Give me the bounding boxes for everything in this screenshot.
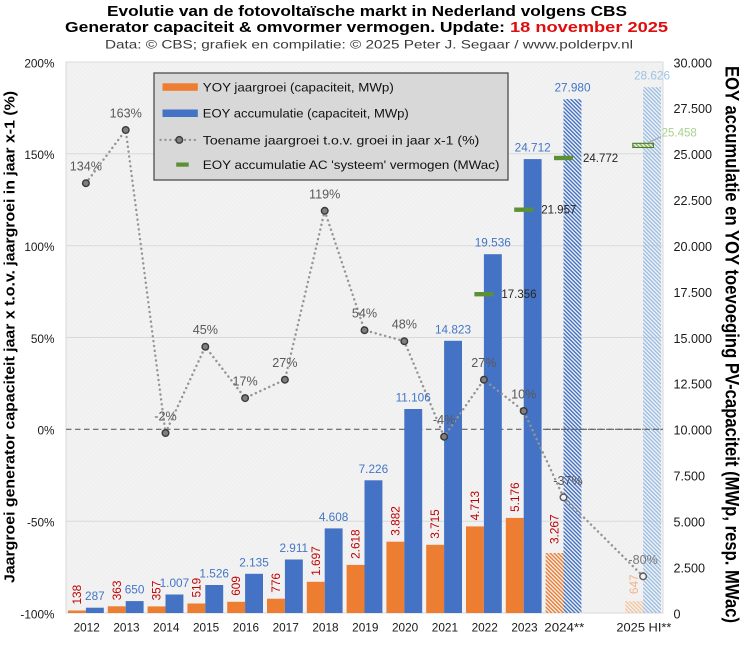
svg-text:134%: 134% [70, 160, 102, 174]
svg-text:1.526: 1.526 [199, 567, 229, 581]
svg-text:-2%: -2% [154, 410, 176, 424]
svg-text:18 november 2025: 18 november 2025 [510, 20, 668, 36]
svg-text:119%: 119% [309, 187, 340, 201]
svg-text:-80%: -80% [628, 553, 657, 567]
svg-text:27%: 27% [272, 356, 297, 370]
svg-text:2015: 2015 [193, 620, 220, 634]
svg-text:2025 HI**: 2025 HI** [616, 620, 671, 634]
svg-text:54%: 54% [352, 307, 377, 321]
svg-text:YOY jaargroei (capaciteit, MWp: YOY jaargroei (capaciteit, MWp) [203, 80, 394, 94]
svg-text:519: 519 [189, 578, 203, 598]
svg-text:EOY accumulatie (capaciteit, M: EOY accumulatie (capaciteit, MWp) [203, 107, 409, 121]
svg-text:2021: 2021 [432, 620, 458, 634]
svg-text:2.911: 2.911 [279, 541, 308, 555]
svg-text:-37%: -37% [553, 474, 582, 488]
svg-text:50%: 50% [31, 332, 55, 346]
svg-text:4.608: 4.608 [319, 510, 349, 524]
svg-text:21.957: 21.957 [541, 205, 576, 217]
svg-text:2013: 2013 [113, 620, 140, 634]
svg-text:25.000: 25.000 [674, 148, 713, 162]
svg-text:11.106: 11.106 [396, 391, 432, 405]
svg-text:3.715: 3.715 [428, 509, 442, 539]
svg-text:1.697: 1.697 [309, 546, 323, 576]
svg-text:1.007: 1.007 [160, 576, 190, 590]
svg-text:2.618: 2.618 [349, 529, 363, 559]
svg-text:647: 647 [627, 574, 641, 594]
svg-text:7.500: 7.500 [674, 470, 706, 484]
svg-text:2018: 2018 [312, 620, 339, 634]
svg-text:30.000: 30.000 [674, 56, 713, 70]
svg-text:Toename jaargroei t.o.v. groei: Toename jaargroei t.o.v. groei in jaar x… [203, 133, 480, 147]
svg-text:Jaargroei generator capaciteit: Jaargroei generator capaciteit jaar x t.… [1, 91, 18, 583]
svg-text:2019: 2019 [352, 620, 378, 634]
svg-text:19.536: 19.536 [475, 236, 512, 250]
svg-text:2.500: 2.500 [674, 561, 706, 575]
svg-text:17.356: 17.356 [501, 289, 536, 301]
svg-text:27.500: 27.500 [674, 102, 713, 116]
svg-text:27.980: 27.980 [554, 81, 591, 95]
svg-text:10.000: 10.000 [674, 424, 713, 438]
svg-text:-50%: -50% [27, 516, 55, 530]
svg-text:609: 609 [229, 576, 243, 596]
svg-text:Generator capaciteit & omvorme: Generator capaciteit & omvormer vermogen… [65, 20, 505, 36]
svg-text:15.000: 15.000 [674, 332, 713, 346]
svg-text:24.772: 24.772 [583, 153, 618, 165]
svg-text:20.000: 20.000 [674, 240, 713, 254]
svg-text:5.176: 5.176 [508, 482, 522, 512]
svg-text:776: 776 [269, 573, 283, 593]
svg-text:2.135: 2.135 [239, 555, 269, 569]
svg-text:Data: © CBS; grafiek en compi: Data: © CBS; grafiek en compilatie: © 20… [105, 38, 633, 52]
svg-text:5.000: 5.000 [674, 516, 706, 530]
svg-text:Evolutie van de fotovoltaïsche: Evolutie van de fotovoltaïsche markt in … [107, 4, 627, 20]
svg-text:EOY accumulatie AC 'systeem' v: EOY accumulatie AC 'systeem' vermogen (M… [203, 158, 500, 172]
svg-text:-100%: -100% [20, 607, 55, 621]
svg-text:22.500: 22.500 [674, 194, 713, 208]
svg-text:45%: 45% [193, 323, 218, 337]
svg-text:10%: 10% [511, 388, 536, 402]
svg-text:2012: 2012 [74, 620, 100, 634]
svg-text:2024**: 2024** [544, 620, 584, 634]
svg-text:0%: 0% [37, 424, 55, 438]
svg-text:7.226: 7.226 [359, 462, 389, 476]
svg-text:2020: 2020 [392, 620, 419, 634]
svg-text:27%: 27% [471, 356, 496, 370]
svg-text:EOY accumulatie en YOY toevoeg: EOY accumulatie en YOY toevoeging PV-cap… [720, 66, 741, 623]
svg-text:163%: 163% [110, 107, 142, 121]
svg-text:3.267: 3.267 [548, 514, 562, 544]
svg-text:28.626: 28.626 [634, 69, 671, 83]
svg-text:2023: 2023 [511, 620, 538, 634]
svg-text:200%: 200% [24, 56, 55, 70]
svg-text:287: 287 [85, 589, 105, 603]
svg-text:3.882: 3.882 [388, 506, 402, 536]
svg-text:48%: 48% [392, 318, 417, 332]
svg-text:-4%: -4% [433, 413, 455, 427]
svg-text:14.823: 14.823 [435, 322, 472, 336]
svg-text:2022: 2022 [472, 620, 498, 634]
svg-text:24.712: 24.712 [515, 141, 551, 155]
svg-text:25.458: 25.458 [662, 127, 697, 139]
svg-text:2016: 2016 [233, 620, 260, 634]
svg-text:100%: 100% [24, 240, 55, 254]
svg-text:357: 357 [150, 581, 164, 601]
svg-text:17%: 17% [232, 375, 257, 389]
svg-text:4.713: 4.713 [468, 490, 482, 520]
svg-text:17.500: 17.500 [674, 286, 713, 300]
svg-text:650: 650 [125, 583, 145, 597]
svg-text:0: 0 [674, 607, 681, 621]
svg-text:12.500: 12.500 [674, 378, 713, 392]
svg-text:138: 138 [70, 584, 84, 604]
svg-text:2014: 2014 [153, 620, 180, 634]
svg-text:2017: 2017 [273, 620, 299, 634]
svg-text:363: 363 [110, 580, 124, 600]
svg-text:150%: 150% [24, 148, 55, 162]
